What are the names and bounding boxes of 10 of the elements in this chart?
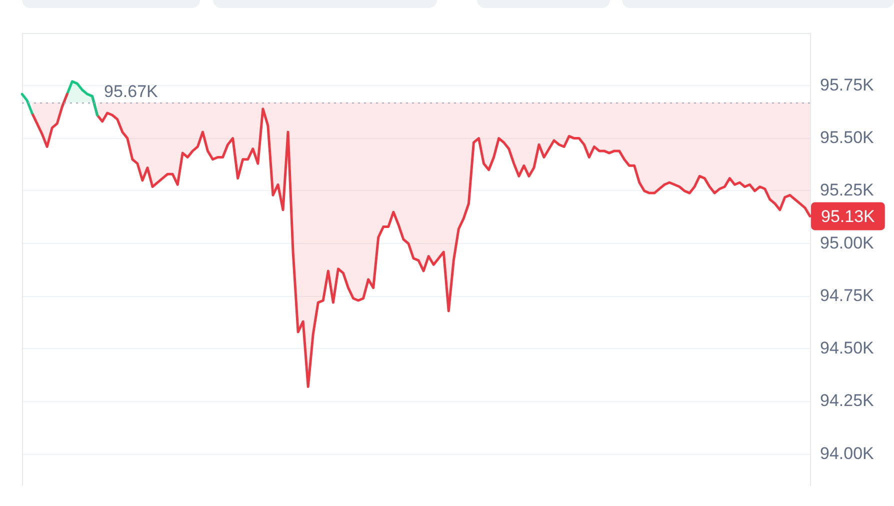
y-tick-label: 95.00K — [820, 233, 875, 252]
y-tick-label: 94.25K — [820, 391, 875, 410]
text: 95.13K — [821, 206, 876, 226]
y-tick-label: 94.50K — [820, 338, 875, 358]
y-tick-label: 95.25K — [820, 180, 875, 200]
y-tick-label: 94.00K — [820, 444, 875, 463]
y-tick-label: 94.75K — [820, 286, 875, 305]
y-tick-label: 95.75K — [820, 75, 875, 94]
y-tick-label: 95.50K — [820, 128, 875, 147]
ref-line-label: 95.67K — [104, 82, 159, 102]
